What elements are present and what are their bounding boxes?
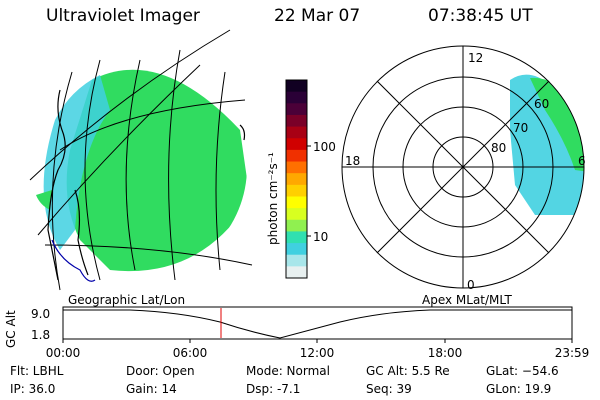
altitude-ylabel: GC Alt — [4, 310, 18, 348]
dsp-info: Dsp: -7.1 — [246, 382, 301, 396]
colorbar-cell — [286, 196, 307, 209]
colorbar-cell — [286, 266, 307, 279]
colorbar-cell — [286, 80, 307, 93]
mlat-label-70: 70 — [513, 121, 528, 135]
time-tick-1200: 12:00 — [300, 346, 335, 360]
polar-plot: 12 6 0 18 80 70 60 — [341, 45, 586, 292]
colorbar-cell — [286, 184, 307, 197]
colorbar-tick-100: 100 — [313, 140, 336, 154]
colorbar: 100 10 photon cm⁻²s⁻¹ — [266, 79, 336, 279]
mlt-label-0: 0 — [467, 278, 475, 292]
time-tick-0600: 06:00 — [173, 346, 208, 360]
glat-info: GLat: −54.6 — [486, 364, 559, 378]
colorbar-cell — [286, 231, 307, 244]
filter-info: Flt: LBHL — [10, 364, 64, 378]
observation-date: 22 Mar 07 — [274, 6, 361, 26]
glon-info: GLon: 19.9 — [486, 382, 552, 396]
colorbar-cell — [286, 149, 307, 163]
time-tick-0000: 00:00 — [46, 346, 81, 360]
seq-info: Seq: 39 — [366, 382, 412, 396]
colorbar-cell — [286, 114, 307, 128]
colorbar-cell — [286, 103, 307, 116]
colorbar-cell — [286, 161, 307, 174]
colorbar-cell — [286, 254, 307, 267]
geo-left-limb — [36, 190, 52, 210]
geo-auroral-fill — [66, 69, 247, 272]
door-info: Door: Open — [126, 364, 195, 378]
geo-coastlines — [47, 89, 246, 282]
altitude-panel: Geographic Lat/Lon Apex MLat/MLT GC Alt … — [4, 293, 589, 360]
geographic-grid-label: Geographic Lat/Lon — [68, 293, 185, 307]
geo-grid-lines — [29, 29, 253, 291]
mlt-label-18: 18 — [345, 154, 360, 168]
apex-grid-label: Apex MLat/MLT — [422, 293, 512, 307]
colorbar-cell — [286, 208, 307, 221]
instrument-title: Ultraviolet Imager — [46, 6, 200, 26]
colorbar-cell — [286, 243, 307, 256]
gain-info: Gain: 14 — [126, 382, 177, 396]
altitude-ytick-1.8: 1.8 — [31, 328, 50, 342]
colorbar-cell — [286, 91, 307, 104]
time-tick-1800: 18:00 — [428, 346, 463, 360]
time-tick-2359: 23:59 — [555, 346, 590, 360]
gc-alt-info: GC Alt: 5.5 Re — [366, 364, 450, 378]
ip-info: IP: 36.0 — [10, 382, 56, 396]
geographic-image — [29, 29, 253, 291]
altitude-curve — [63, 309, 572, 339]
altitude-frame — [62, 306, 573, 340]
colorbar-cell — [286, 173, 307, 186]
mlt-label-6: 6 — [578, 154, 586, 168]
colorbar-cell — [286, 219, 307, 232]
mlat-label-60: 60 — [534, 97, 549, 111]
colorbar-tick-10: 10 — [313, 230, 328, 244]
colorbar-cell — [286, 138, 307, 151]
observation-time: 07:38:45 UT — [428, 6, 533, 26]
colorbar-cell — [286, 126, 307, 139]
mode-info: Mode: Normal — [246, 364, 330, 378]
altitude-ytick-9: 9.0 — [31, 307, 50, 321]
mlt-label-12: 12 — [468, 51, 483, 65]
mlat-label-80: 80 — [491, 141, 506, 155]
polar-axis-diagonal-2 — [376, 80, 550, 254]
colorbar-label: photon cm⁻²s⁻¹ — [266, 152, 280, 245]
